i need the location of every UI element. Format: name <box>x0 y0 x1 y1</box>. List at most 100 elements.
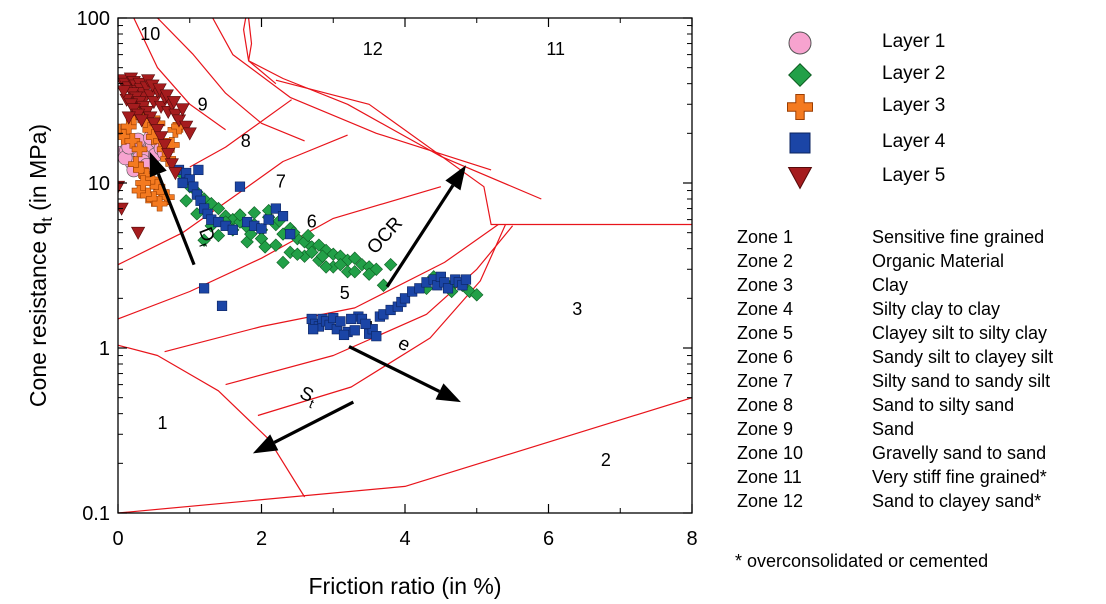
data-point <box>442 283 454 294</box>
arrow-label-main: e <box>394 333 413 357</box>
data-point <box>159 89 174 103</box>
zone-boundary <box>248 18 542 200</box>
data-point <box>168 167 183 181</box>
zone-desc: Sand to clayey sand* <box>872 491 1042 511</box>
data-point <box>787 94 813 120</box>
zone-code: Zone 12 <box>737 491 804 511</box>
data-points <box>118 72 484 342</box>
zone-boundary <box>225 225 514 386</box>
zone-desc: Gravelly sand to sand <box>872 443 1047 463</box>
data-point <box>118 202 129 216</box>
x-tick-label: 0 <box>112 528 123 550</box>
zone-label: 10 <box>140 24 160 44</box>
data-point <box>216 300 228 311</box>
zone-label: 8 <box>241 131 251 151</box>
zone-label: 7 <box>276 172 286 192</box>
data-point <box>211 201 226 216</box>
zone-label: 1 <box>157 413 167 433</box>
data-point <box>179 194 193 208</box>
y-tick-label: 100 <box>77 8 110 30</box>
data-point <box>140 187 156 204</box>
zone-desc: Organic Material <box>872 251 1005 271</box>
zone-desc: Silty clay to clay <box>872 299 1001 319</box>
arrow-head <box>445 165 466 191</box>
data-point <box>143 89 158 103</box>
data-point <box>146 117 161 131</box>
zone-label: 6 <box>307 211 317 231</box>
legend-item: Layer 2 <box>780 60 945 90</box>
data-point <box>199 283 210 294</box>
data-point <box>270 203 281 214</box>
data-point <box>164 158 179 172</box>
data-point <box>244 227 258 241</box>
legend-label: Layer 2 <box>882 63 946 84</box>
zone-desc: Clay <box>872 275 909 295</box>
series-layer-5 <box>118 72 197 240</box>
legend-item: Layer 5 <box>780 162 945 192</box>
arrow-label-sub: r <box>196 241 212 251</box>
zone-boundary <box>118 344 306 498</box>
y-tick-label: 0.1 <box>82 503 110 525</box>
arrow-label: St <box>295 383 320 412</box>
data-point <box>460 274 472 285</box>
annotation-arrows: Dr OCR e St <box>149 151 466 454</box>
legend-item: Layer 4 <box>780 128 945 158</box>
zone-label: 9 <box>198 94 208 114</box>
data-point <box>414 283 425 294</box>
arrow-head <box>252 434 279 454</box>
data-point <box>182 127 197 141</box>
data-point <box>301 228 315 243</box>
data-point <box>227 224 238 235</box>
data-point <box>150 124 165 138</box>
legend-marker-layer3 <box>787 94 813 120</box>
data-point <box>276 255 290 270</box>
data-point <box>179 120 194 134</box>
data-point <box>153 131 169 145</box>
zone-desc: Clayey silt to silty clay <box>872 323 1048 343</box>
data-point <box>383 257 398 272</box>
zone-code: Zone 6 <box>737 347 794 367</box>
data-point <box>360 318 371 329</box>
data-point <box>263 214 274 225</box>
y-axis-title-main: Cone resistance q <box>25 222 51 407</box>
data-point <box>362 267 376 281</box>
zone-code: Zone 9 <box>737 419 794 439</box>
arrow-head <box>435 383 461 403</box>
arrow-label-sub: t <box>307 396 317 411</box>
data-point <box>335 316 346 327</box>
arrow-label: Dr <box>191 224 220 250</box>
data-point <box>319 260 333 274</box>
zone-code: Zone 2 <box>737 251 794 271</box>
zone-label: 5 <box>340 283 350 303</box>
data-point <box>285 229 296 240</box>
y-axis-title-sub: t <box>39 217 56 222</box>
data-point <box>130 226 146 240</box>
legend-marker-layer4 <box>789 132 811 154</box>
legend-label: Layer 1 <box>882 31 946 52</box>
zone-desc: Sensitive fine grained <box>872 227 1045 247</box>
zone-desc: Sand <box>872 419 915 439</box>
data-point <box>333 257 348 272</box>
data-point <box>789 132 811 154</box>
legend-marker-layer2 <box>788 63 812 87</box>
legend-item: Layer 3 <box>780 92 945 122</box>
data-point <box>118 85 131 99</box>
legend-label: Layer 5 <box>882 165 946 186</box>
zone-desc: Sandy silt to clayey silt <box>872 347 1054 367</box>
data-point <box>131 141 148 158</box>
data-point <box>161 148 176 162</box>
zone-boundary <box>118 134 348 266</box>
legend-label: Layer 4 <box>882 131 946 152</box>
data-point <box>175 103 190 117</box>
data-point <box>348 251 362 265</box>
zone-boundary <box>275 79 692 226</box>
data-point <box>277 211 289 222</box>
data-point <box>788 31 812 55</box>
y-tick-label: 10 <box>88 173 110 195</box>
data-point <box>256 223 267 234</box>
zone-desc: Very stiff fine grained* <box>872 467 1047 487</box>
data-point <box>290 247 305 261</box>
data-point <box>197 233 211 247</box>
zone-code: Zone 7 <box>737 371 794 391</box>
